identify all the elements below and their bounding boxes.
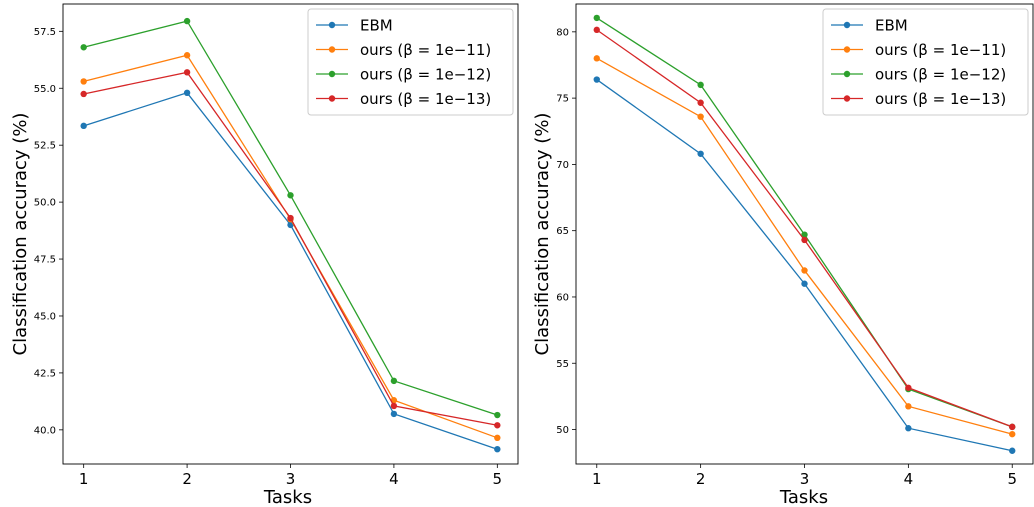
x-axis-label: Tasks [779,487,828,507]
series-line [83,71,498,426]
x-tick-label: 3 [800,470,810,488]
legend-frame [307,8,514,116]
series-line [596,79,1013,452]
data-point [80,90,87,98]
y-axis-label: Classification accuracy (%) [532,113,553,356]
data-point [183,17,191,25]
series-4 [80,69,501,429]
y-axis-label: Classification accuracy (%) [10,113,31,356]
plot-frame [62,3,519,465]
data-point [287,214,294,222]
legend: EBM ours (β = 1e−11) ours (β = 1e−12) ours … [307,8,514,116]
data-point [390,377,398,385]
x-tick-label: 2 [696,470,706,488]
data-point [287,192,294,199]
y-tick-label: 50 [556,425,569,436]
x-axis-label: Tasks [263,487,312,507]
legend-marker [843,21,851,29]
y-tick-label: 52.5 [34,141,56,152]
x-tick-label: 1 [79,470,89,488]
legend-marker [328,21,336,29]
legend-marker [328,95,336,102]
y-tick-label: 55.0 [34,84,56,95]
x-tick-label: 4 [389,470,399,488]
data-point [80,122,87,130]
x-tick-label: 5 [1007,470,1017,488]
y-tick-label: 50.0 [34,198,56,209]
series-1 [80,89,501,453]
data-point [80,44,87,51]
y-tick-label: 75 [556,94,569,105]
data-point [593,26,600,34]
y-tick-label: 70 [556,160,569,171]
data-point [494,445,501,453]
x-tick-label: 5 [493,470,503,488]
data-point [593,76,600,83]
y-tick-label: 57.5 [34,27,56,38]
y-tick-label: 42.5 [34,368,56,379]
y-tick-label: 40.0 [34,425,56,436]
data-point [801,267,808,274]
y-tick-label: 55 [556,359,569,370]
series-4 [593,26,1016,431]
data-point [593,14,600,22]
legend-label: ours (β = 1e−12) [875,66,1006,84]
data-point [183,52,191,59]
data-point [697,150,704,157]
data-point [80,78,87,85]
data-point [183,89,191,97]
legend-label: ours (β = 1e−13) [360,90,491,108]
data-point [1009,423,1016,431]
y-tick-label: 80 [556,27,569,38]
legend-label: ours (β = 1e−11) [360,41,491,59]
legend-marker [843,46,851,53]
legend-label: ours (β = 1e−12) [360,66,491,84]
chart-2: 50 55 60 65 70 75 80 1 2 3 4 5 Tasks Classification a… [532,3,1034,507]
data-point [697,113,704,120]
data-point [390,410,398,418]
x-tick-label: 4 [904,470,914,488]
legend-marker [328,46,336,53]
data-point [905,384,912,391]
legend-marker [328,70,336,78]
data-point [801,236,808,244]
data-point [494,411,501,419]
data-point [697,99,704,106]
x-tick-label: 2 [182,470,192,488]
data-point [494,422,501,429]
y-tick-label: 47.5 [34,255,56,266]
data-point [697,81,704,89]
legend-marker [843,95,851,102]
x-tick-label: 1 [592,470,602,488]
data-point [905,403,912,410]
data-point [905,425,912,432]
series-3 [80,17,501,419]
y-tick-label: 65 [556,226,569,237]
legend-label: ours (β = 1e−13) [875,90,1006,108]
y-tick-label: 45.0 [34,311,56,322]
legend-label: EBM [360,17,393,35]
legend-label: EBM [875,17,908,35]
x-tick-label: 3 [286,470,296,488]
legend: EBM ours (β = 1e−11) ours (β = 1e−12) ours … [822,8,1029,116]
y-tick-label: 60 [556,292,569,303]
series-1 [593,76,1016,454]
data-point [390,402,398,410]
legend-marker [843,70,851,78]
chart-1: 40.0 42.5 45.0 47.5 50.0 52.5 55.0 57.5 1 2 3 4 5 Tas… [10,3,519,507]
series-2 [593,55,1016,438]
data-point [1009,430,1016,438]
data-point [183,69,191,76]
data-point [494,434,501,442]
data-point [1009,447,1016,454]
series-line [83,92,498,450]
plot-frame [575,3,1034,465]
data-point [801,231,808,238]
legend-label: ours (β = 1e−11) [875,41,1006,59]
data-point [801,280,808,287]
legend-frame [822,8,1029,116]
data-point [593,55,600,62]
